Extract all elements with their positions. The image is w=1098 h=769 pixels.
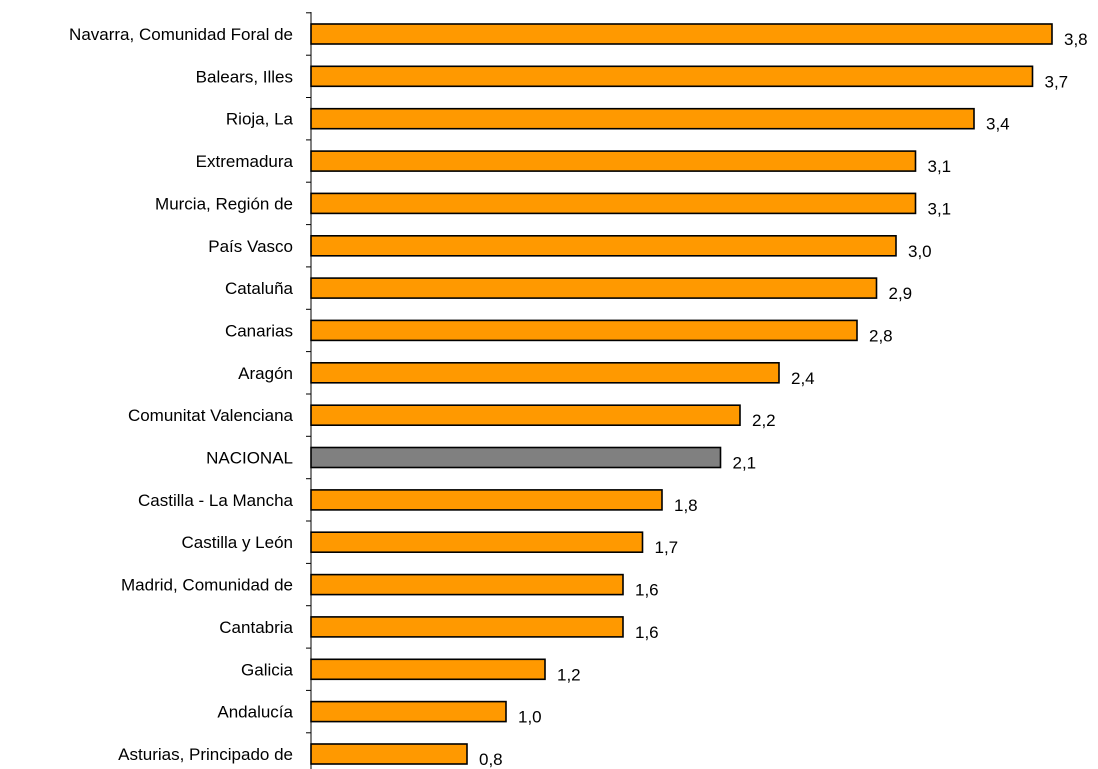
category-label: Cantabria [219, 618, 293, 637]
value-label: 1,7 [655, 538, 679, 557]
category-label: Castilla y León [181, 533, 293, 552]
value-label: 0,8 [479, 750, 503, 769]
bar-8 [310, 361, 780, 384]
category-label: Comunitat Valenciana [128, 406, 294, 425]
value-label: 1,0 [518, 708, 542, 727]
bar-6 [310, 277, 878, 299]
value-label: 2,1 [733, 454, 757, 473]
value-label: 1,6 [635, 581, 659, 600]
bar-4 [310, 192, 917, 215]
category-label: Asturias, Principado de [118, 745, 293, 764]
bar-13 [310, 573, 624, 596]
bar-15 [310, 658, 546, 681]
bar-12 [310, 531, 644, 554]
value-label: 2,8 [869, 326, 893, 345]
value-label: 1,8 [674, 496, 698, 515]
category-label: Madrid, Comunidad de [121, 576, 293, 595]
value-label: 2,2 [752, 411, 776, 430]
category-label: Rioja, La [226, 110, 294, 129]
category-label: NACIONAL [206, 449, 293, 468]
bar-9 [310, 404, 741, 427]
category-label: Cataluña [225, 279, 294, 298]
axis-layer [306, 12, 312, 769]
bars-layer [310, 23, 1053, 765]
category-label: País Vasco [208, 237, 293, 256]
bar-1 [310, 65, 1034, 88]
bar-10 [310, 446, 722, 469]
bar-11 [310, 489, 663, 511]
value-label: 1,2 [557, 665, 581, 684]
bar-0 [310, 23, 1053, 45]
category-label: Balears, Illes [196, 67, 293, 86]
bar-16 [310, 700, 507, 723]
value-label: 3,0 [908, 242, 932, 261]
bar-2 [310, 107, 975, 130]
category-label: Murcia, Región de [155, 194, 293, 213]
value-label: 3,7 [1045, 72, 1069, 91]
category-label: Extremadura [196, 152, 294, 171]
category-label: Galicia [241, 660, 294, 679]
value-label: 3,1 [928, 157, 952, 176]
bar-7 [310, 319, 858, 342]
value-label: 1,6 [635, 623, 659, 642]
category-label: Castilla - La Mancha [138, 491, 294, 510]
category-label: Andalucía [217, 703, 293, 722]
category-label: Canarias [225, 321, 293, 340]
category-label: Navarra, Comunidad Foral de [69, 25, 293, 44]
value-label: 2,4 [791, 369, 815, 388]
bar-3 [310, 150, 917, 172]
bar-17 [310, 743, 468, 765]
value-label: 2,9 [889, 284, 913, 303]
value-label: 3,1 [928, 199, 952, 218]
value-label: 3,8 [1064, 30, 1088, 49]
labels-layer: Navarra, Comunidad Foral de 3,8 Balears, I… [69, 25, 1088, 769]
bar-14 [310, 616, 624, 638]
bar-5 [310, 235, 897, 257]
category-label: Aragón [238, 364, 293, 383]
value-label: 3,4 [986, 115, 1010, 134]
